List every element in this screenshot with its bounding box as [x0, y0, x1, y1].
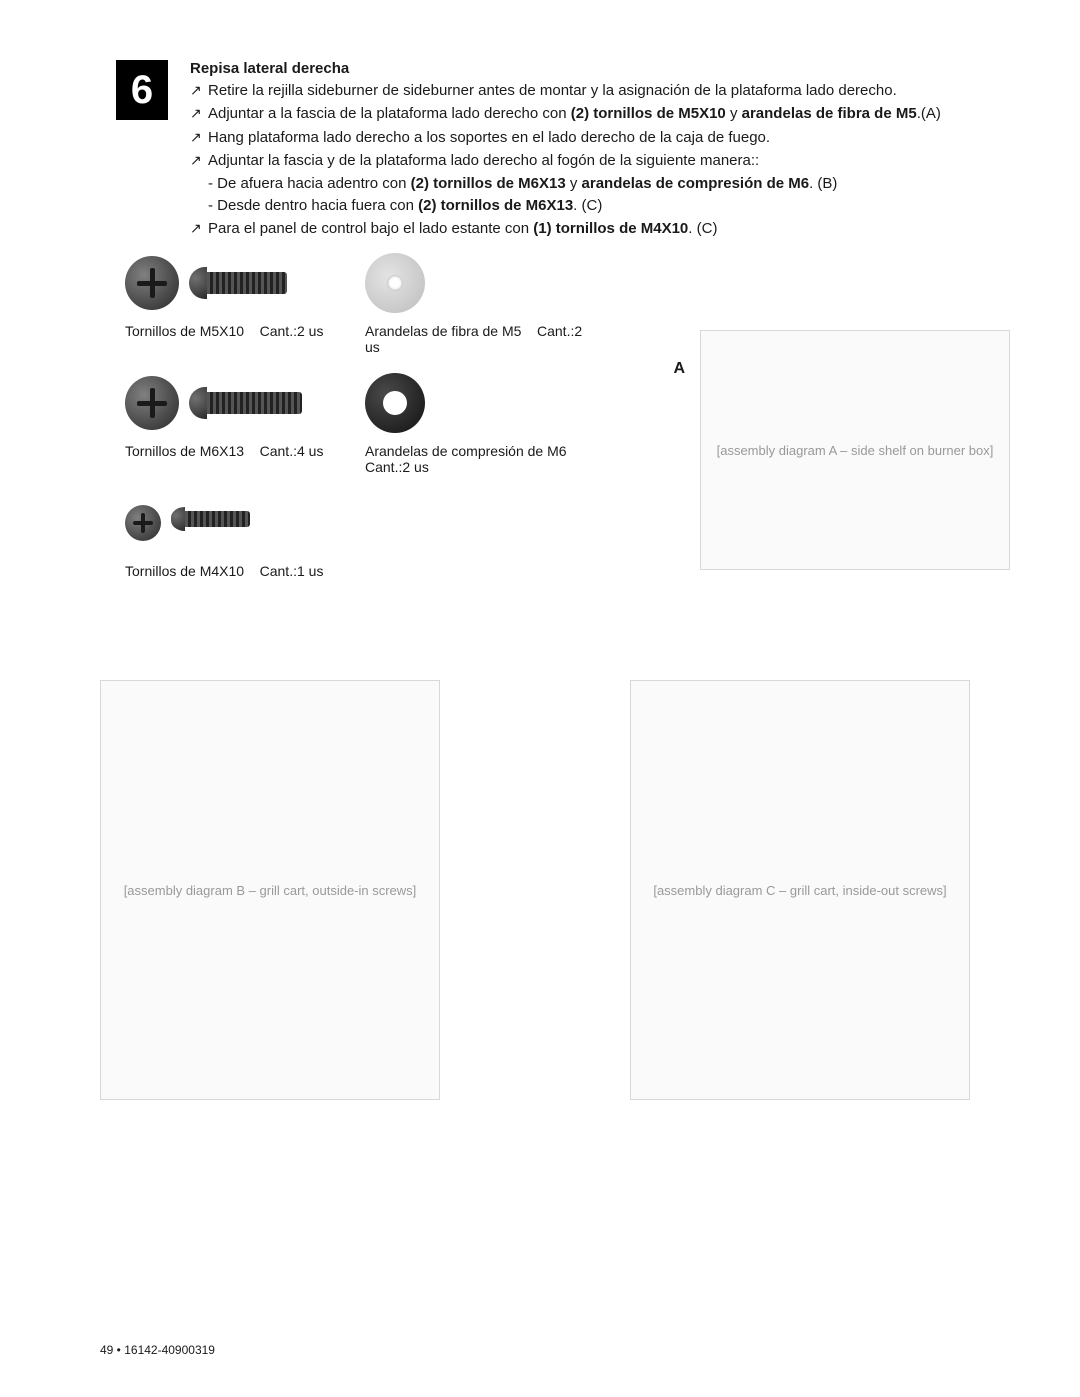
- step-bullets: ↗Retire la rejilla sideburner de sidebur…: [190, 81, 1000, 239]
- hardware-label: Tornillos de M6X13 Cant.:4 us: [125, 443, 355, 459]
- bullet-text: Adjuntar a la fascia de la plataforma la…: [208, 104, 1000, 124]
- hardware-name: Tornillos de M5X10: [125, 323, 244, 339]
- instruction-bullet: ↗Retire la rejilla sideburner de sidebur…: [190, 81, 1000, 101]
- diagram-a-label: A: [673, 360, 685, 378]
- page-footer: 49 • 16142-40900319: [100, 1343, 215, 1357]
- bullet-arrow-icon: ↗: [190, 81, 208, 101]
- step-title: Repisa lateral derecha: [190, 60, 1000, 77]
- hardware-name: Tornillos de M4X10: [125, 563, 244, 579]
- instruction-subline: - Desde dentro hacia fuera con (2) torni…: [208, 196, 1000, 216]
- hardware-qty: Cant.:1 us: [260, 563, 324, 579]
- bullet-arrow-icon: ↗: [190, 219, 208, 239]
- hardware-label: Arandelas de fibra de M5 Cant.:2 us: [365, 323, 595, 355]
- hardware-item: Arandelas de compresión de M6 Cant.:2 us: [365, 373, 595, 475]
- assembly-diagram-c: [assembly diagram C – grill cart, inside…: [630, 680, 970, 1100]
- hardware-name: Arandelas de compresión de M6: [365, 443, 567, 459]
- screw-side-icon: [189, 387, 302, 419]
- bullet-arrow-icon: ↗: [190, 104, 208, 124]
- instruction-bullet: ↗Adjuntar la fascia y de la plataforma l…: [190, 151, 1000, 171]
- screw-head-icon: [125, 256, 179, 310]
- instruction-bullet: ↗Adjuntar a la fascia de la plataforma l…: [190, 104, 1000, 124]
- bullet-text: Para el panel de control bajo el lado es…: [208, 219, 1000, 239]
- bullet-text: Retire la rejilla sideburner de sideburn…: [208, 81, 1000, 101]
- hardware-label: Tornillos de M5X10 Cant.:2 us: [125, 323, 355, 339]
- assembly-diagram-b: [assembly diagram B – grill cart, outsid…: [100, 680, 440, 1100]
- hardware-qty: Cant.:4 us: [260, 443, 324, 459]
- hardware-label: Arandelas de compresión de M6 Cant.:2 us: [365, 443, 595, 475]
- screw-side-icon: [171, 507, 250, 539]
- hardware-label: Tornillos de M4X10 Cant.:1 us: [125, 563, 355, 579]
- step-body: Repisa lateral derecha ↗Retire la rejill…: [190, 60, 1000, 239]
- hardware-item: Arandelas de fibra de M5 Cant.:2 us: [365, 253, 595, 355]
- bullet-arrow-icon: ↗: [190, 151, 208, 171]
- fiber-washer-icon: [365, 253, 425, 313]
- bullet-text: Hang plataforma lado derecho a los sopor…: [208, 128, 1000, 148]
- hardware-item: Tornillos de M4X10 Cant.:1 us: [125, 493, 355, 579]
- screw-side-icon: [189, 267, 287, 299]
- hardware-qty: Cant.:2 us: [260, 323, 324, 339]
- screw-head-icon: [125, 505, 161, 541]
- instruction-bullet: ↗Hang plataforma lado derecho a los sopo…: [190, 128, 1000, 148]
- instruction-subline: - De afuera hacia adentro con (2) tornil…: [208, 174, 1000, 194]
- hardware-item: Tornillos de M5X10 Cant.:2 us: [125, 253, 355, 339]
- hardware-qty: Cant.:2 us: [365, 459, 429, 475]
- step-number-badge: 6: [116, 60, 168, 120]
- lock-washer-icon: [365, 373, 425, 433]
- bullet-arrow-icon: ↗: [190, 128, 208, 148]
- hardware-item: Tornillos de M6X13 Cant.:4 us: [125, 373, 355, 459]
- instruction-bullet: ↗Para el panel de control bajo el lado e…: [190, 219, 1000, 239]
- screw-head-icon: [125, 376, 179, 430]
- hardware-name: Tornillos de M6X13: [125, 443, 244, 459]
- hardware-name: Arandelas de fibra de M5: [365, 323, 521, 339]
- assembly-diagram-a: [assembly diagram A – side shelf on burn…: [700, 330, 1010, 570]
- bullet-text: Adjuntar la fascia y de la plataforma la…: [208, 151, 1000, 171]
